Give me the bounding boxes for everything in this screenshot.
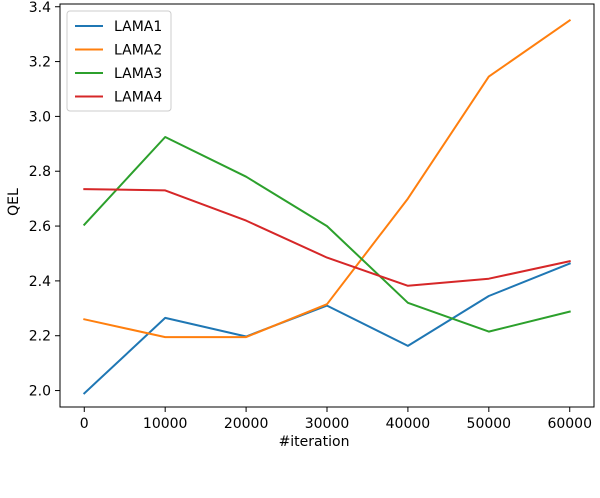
x-tick-label: 30000 xyxy=(305,416,350,432)
y-tick-label: 3.4 xyxy=(29,0,51,16)
legend-label: LAMA3 xyxy=(114,66,162,82)
series-line-lama2 xyxy=(83,19,572,339)
series-layer xyxy=(82,19,572,395)
series-line-lama1 xyxy=(82,262,572,395)
y-axis-ticks: 2.0 2.2 2.4 2.6 2.8 3.0 3.2 3.4 xyxy=(29,0,60,400)
x-tick-label: 20000 xyxy=(224,416,269,432)
y-axis-label: QEL xyxy=(6,188,22,216)
x-tick-label: 0 xyxy=(80,416,89,432)
x-tick-label: 40000 xyxy=(386,416,431,432)
legend: LAMA1 LAMA2 LAMA3 LAMA4 xyxy=(66,10,172,112)
x-axis-label: #iteration xyxy=(279,434,350,450)
legend-label: LAMA2 xyxy=(114,43,162,59)
y-tick-label: 2.4 xyxy=(29,274,51,290)
series-line-lama4 xyxy=(83,188,571,287)
y-tick-label: 2.8 xyxy=(29,164,51,180)
y-tick-label: 3.0 xyxy=(29,109,51,125)
legend-label: LAMA1 xyxy=(114,19,162,35)
y-tick-label: 2.2 xyxy=(29,329,51,345)
x-tick-label: 10000 xyxy=(143,416,188,432)
y-tick-label: 3.2 xyxy=(29,55,51,71)
x-axis-ticks: 0 10000 20000 30000 40000 50000 60000 xyxy=(80,407,592,432)
y-tick-label: 2.0 xyxy=(29,384,51,400)
y-tick-label: 2.6 xyxy=(29,219,51,235)
x-tick-label: 50000 xyxy=(467,416,512,432)
series-line-lama3 xyxy=(82,136,571,333)
legend-label: LAMA4 xyxy=(114,90,162,106)
legend-box xyxy=(66,10,172,112)
x-tick-label: 60000 xyxy=(547,416,592,432)
